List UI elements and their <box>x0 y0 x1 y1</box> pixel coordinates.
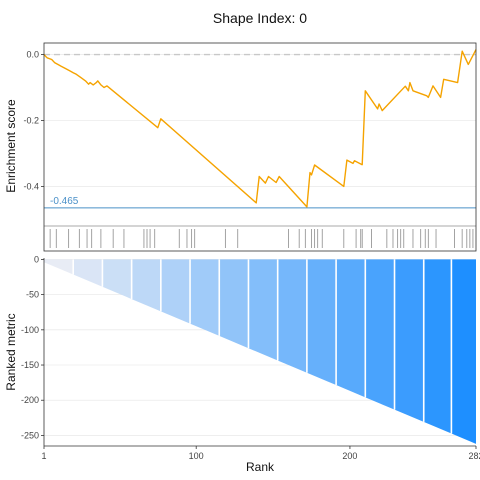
es-y-tick-label: 0.0 <box>26 50 39 60</box>
metric-band <box>451 259 476 444</box>
x-axis-label: Rank <box>246 460 275 474</box>
x-tick-label: 100 <box>189 451 204 461</box>
es-y-tick-label: -0.4 <box>23 181 39 191</box>
metric-band <box>73 259 103 287</box>
metric-band <box>277 259 307 373</box>
metric-band <box>365 259 395 410</box>
enrichment-score-line <box>43 49 477 208</box>
x-ticks: 1 100 200 282 <box>41 446 480 461</box>
metric-band <box>423 259 452 434</box>
metric-band <box>44 259 74 275</box>
metric-band <box>394 259 424 422</box>
metric-y-tick-label: 0 <box>34 254 39 264</box>
metric-y-tick-label: -50 <box>26 290 39 300</box>
metric-y-tick-label: -150 <box>21 360 39 370</box>
es-y-tick-label: -0.2 <box>23 115 39 125</box>
metric-band <box>190 259 220 336</box>
enrichment-panel: -0.465 0.0 -0.2 -0.4 Enrichment score <box>4 42 477 252</box>
x-tick-label: 282 <box>468 451 480 461</box>
min-es-label: -0.465 <box>50 196 79 207</box>
metric-band <box>131 259 161 312</box>
x-tick-label: 200 <box>342 451 357 461</box>
metric-band <box>160 259 191 324</box>
metric-band <box>248 259 278 361</box>
metric-y-tick-label: -100 <box>21 325 39 335</box>
es-y-ticks: 0.0 -0.2 -0.4 <box>23 50 44 191</box>
metric-panel: 0 -50 -100 -150 -200 -250 1 100 200 282 Ranked m… <box>4 254 480 474</box>
metric-band <box>219 259 249 349</box>
metric-band <box>336 259 366 398</box>
metric-band <box>306 259 337 386</box>
ranked-metric-bands <box>44 259 476 444</box>
metric-y-ticks: 0 -50 -100 -150 -200 -250 <box>21 254 44 440</box>
metric-y-axis-label: Ranked metric <box>4 313 18 390</box>
metric-y-tick-label: -200 <box>21 395 39 405</box>
x-tick-label: 1 <box>41 451 46 461</box>
metric-band <box>102 259 132 300</box>
enrichment-panel-border <box>43 42 477 252</box>
chart-title: Shape Index: 0 <box>213 10 307 26</box>
metric-y-tick-label: -250 <box>21 430 39 440</box>
es-y-axis-label: Enrichment score <box>4 99 18 193</box>
es-gridlines <box>44 54 476 187</box>
gene-hit-marks <box>49 229 474 248</box>
